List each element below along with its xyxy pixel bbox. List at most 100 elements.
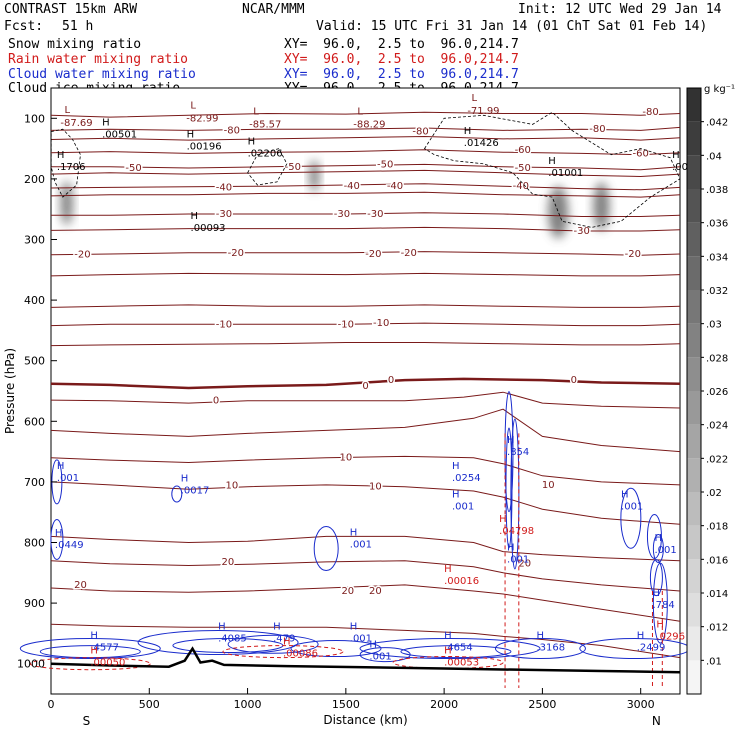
rain-water-loop-1 <box>222 645 344 659</box>
high-marker-31: H <box>444 646 452 657</box>
cloud-water-contour-10 <box>50 518 64 560</box>
center-label: NCAR/MMM <box>242 2 305 17</box>
high-marker-25: H <box>537 631 545 642</box>
cloud-water-contour-16 <box>227 634 319 654</box>
high-marker-26: H <box>637 631 645 642</box>
colorbar-label-14: .038 <box>706 185 728 196</box>
temp-contour-9 <box>50 226 681 232</box>
colorbar-bin-15 <box>687 155 701 189</box>
high-marker-10: H <box>452 461 460 472</box>
y-tick-label-2: 300 <box>24 234 45 247</box>
colorbar-bin-4 <box>687 525 701 560</box>
colorbar-label-2: .014 <box>706 589 728 600</box>
high-value-24: .4654 <box>444 643 473 654</box>
cloud-water-contour-4 <box>510 418 520 570</box>
colorbar-bin-5 <box>687 492 701 526</box>
contour-label-11: -40 <box>344 181 360 192</box>
high-marker-15: H <box>507 543 515 554</box>
high-marker-7: H <box>57 150 65 161</box>
temp-contour-23 <box>50 623 681 659</box>
snow-shading-3 <box>593 182 610 231</box>
cloud-water-contour-19 <box>359 638 541 660</box>
colorbar-label-9: .028 <box>706 353 728 364</box>
y-tick-label-8: 900 <box>24 597 45 610</box>
high-marker-14: H <box>452 489 460 500</box>
contour-label-2: -80 <box>589 124 605 135</box>
low-marker-0: L <box>65 105 71 116</box>
high-marker-12: H <box>55 528 63 539</box>
colorbar-label-5: .02 <box>706 488 722 499</box>
contour-label-1: -80 <box>412 127 428 138</box>
contour-label-34: 20 <box>74 580 87 591</box>
contour-label-31: 10 <box>339 453 352 464</box>
high-marker-3: H <box>464 126 472 137</box>
high-marker-20: H <box>218 621 226 632</box>
low-value-3: -88.29 <box>353 119 385 130</box>
cloud-ice-contour-2 <box>423 111 681 228</box>
colorbar-label-8: .026 <box>706 387 728 398</box>
high-value-13: .001 <box>350 540 372 551</box>
high-value-26: .2499 <box>637 643 666 654</box>
high-value-15: .001 <box>507 555 529 566</box>
contour-label-23: -10 <box>216 319 232 330</box>
temp-contour-1 <box>50 126 681 131</box>
high-value-17: .001 <box>654 545 676 556</box>
colorbar-bin-8 <box>687 391 701 425</box>
high-marker-11: H <box>507 435 515 446</box>
high-value-6: .00093 <box>191 223 226 234</box>
fcst-value: 51 h <box>62 19 94 34</box>
low-value-0: -87.69 <box>60 118 92 129</box>
colorbar-bin-7 <box>687 424 701 459</box>
high-value-1: .00196 <box>187 141 222 152</box>
y-tick-label-9: 1000 <box>17 658 45 671</box>
temp-contour-17 <box>50 408 681 453</box>
high-marker-13: H <box>350 528 358 539</box>
y-tick-label-4: 500 <box>24 355 45 368</box>
contour-label-16: -30 <box>367 209 383 220</box>
high-value-19: .4577 <box>90 643 119 654</box>
colorbar-label-7: .024 <box>706 421 728 432</box>
low-value-2: -85.57 <box>249 119 281 130</box>
x-axis-title: Distance (km) <box>323 713 407 727</box>
temp-contour-6 <box>50 183 681 191</box>
high-value-11: .854 <box>507 447 529 458</box>
contour-label-35: 20 <box>222 557 235 568</box>
contour-label-7: -50 <box>285 162 301 173</box>
colorbar-bin-3 <box>687 559 701 593</box>
rain-water-loop-0 <box>29 657 151 671</box>
colorbar-label-1: .012 <box>706 623 728 634</box>
contour-label-9: -50 <box>515 163 531 174</box>
high-marker-21: H <box>273 621 281 632</box>
temp-contour-10 <box>50 251 681 256</box>
contour-label-36: 20 <box>341 586 354 597</box>
y-tick-label-0: 100 <box>24 112 45 125</box>
colorbar-label-3: .016 <box>706 555 728 566</box>
contour-label-32: 10 <box>369 482 382 493</box>
y-tick-label-1: 200 <box>24 173 45 186</box>
high-marker-1: H <box>187 129 195 140</box>
cloud-water-contour-14 <box>137 629 299 655</box>
plot-frame <box>50 87 681 695</box>
contour-label-28: 0 <box>388 375 394 386</box>
high-marker-8: H <box>57 461 65 472</box>
cloud-water-contour-9 <box>652 562 668 644</box>
low-marker-4: L <box>471 93 477 104</box>
x-tick-label-5: 2500 <box>528 698 556 711</box>
high-value-30: .00050 <box>90 658 125 669</box>
temp-contour-7 <box>50 191 681 198</box>
x-tick-label-3: 1500 <box>332 698 360 711</box>
colorbar-bin-17 <box>687 88 701 122</box>
cloud-water-contour-12 <box>19 638 161 660</box>
high-marker-4: H <box>548 156 556 167</box>
high-value-27: .04798 <box>499 526 534 537</box>
colorbar-bin-11 <box>687 290 701 324</box>
high-value-18: .784 <box>652 600 674 611</box>
chart-title: CONTRAST 15km ARW <box>4 2 138 17</box>
x-tick-label-1: 500 <box>139 698 160 711</box>
colorbar-label-13: .036 <box>706 219 728 230</box>
contour-label-19: -20 <box>228 248 244 259</box>
snow-shading-0 <box>60 181 73 226</box>
contour-label-29: 0 <box>571 375 577 386</box>
y-tick-label-6: 700 <box>24 476 45 489</box>
high-marker-17: H <box>654 533 662 544</box>
